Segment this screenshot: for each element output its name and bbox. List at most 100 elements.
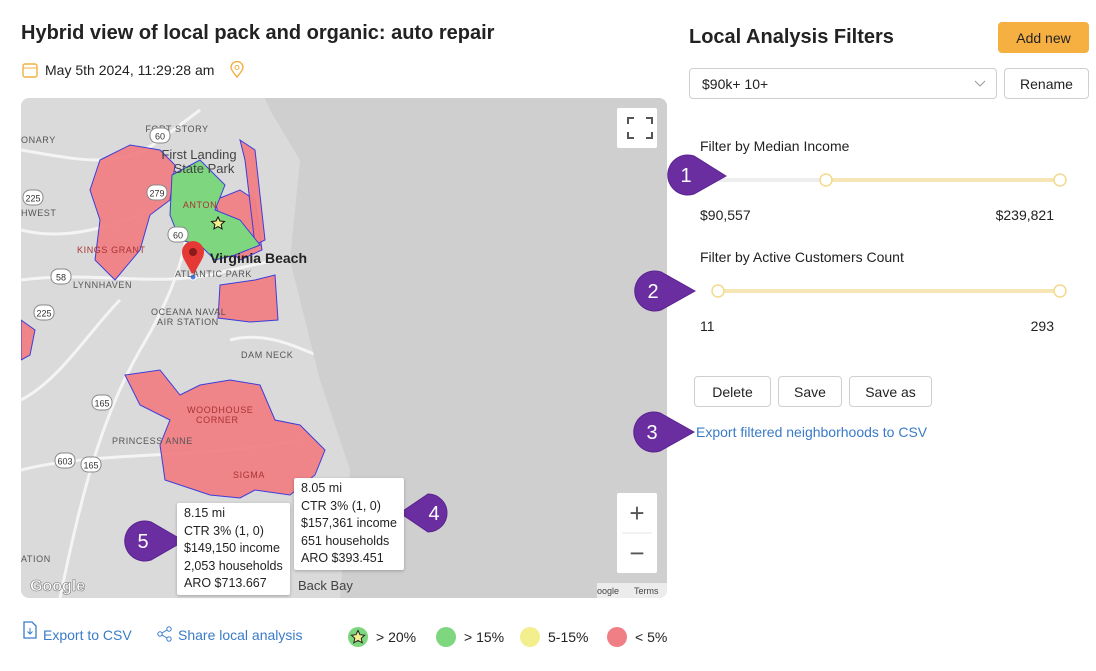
route-shield [167, 226, 189, 243]
tooltip-line: $157,361 income [301, 516, 397, 530]
legend-swatch [436, 627, 456, 647]
legend-swatch [607, 627, 627, 647]
map-label: OCEANA NAVAL [151, 307, 226, 317]
map-label: ANTON [183, 200, 217, 210]
route-shield [80, 456, 102, 473]
slider-min: $90,557 [700, 207, 751, 223]
route-shield [50, 268, 72, 285]
tooltip-line: ARO $393.451 [301, 551, 384, 565]
map-label: DAM NECK [241, 350, 293, 360]
save-button[interactable]: Save [778, 376, 842, 407]
legend-label: < 5% [635, 629, 668, 645]
export-icon [23, 621, 37, 639]
callout-number: 1 [680, 165, 691, 187]
map-label: PRINCESS ANNE [112, 436, 193, 446]
share-link[interactable]: Share local analysis [178, 627, 303, 643]
map-label: FORT STORY [145, 124, 208, 134]
tooltip-line: 2,053 households [184, 558, 283, 573]
map-label: Virginia Beach [210, 250, 307, 266]
add-new-button[interactable]: Add new [998, 22, 1089, 53]
legend-item: > 20% [347, 626, 416, 648]
tooltip-line: 651 households [301, 533, 390, 548]
timestamp: May 5th 2024, 11:29:28 am [45, 62, 215, 78]
legend-item: > 15% [435, 626, 504, 648]
tooltip-line: 8.05 mi [301, 481, 342, 495]
tooltip-line: CTR 3% (1, 0) [184, 523, 264, 538]
tooltip-line: ARO $713.667 [184, 576, 267, 590]
attribution-bar [597, 583, 667, 598]
map-label: CORNER [196, 415, 239, 425]
route-shield [33, 304, 55, 321]
calendar-icon [22, 63, 38, 78]
map-label: First Landing [161, 147, 236, 162]
route-number: 603 [57, 457, 72, 467]
map-label: SIGMA [233, 470, 265, 480]
legend-swatch [348, 627, 368, 647]
slider-min: 11 [700, 318, 715, 334]
export-csv-link[interactable]: Export to CSV [43, 627, 132, 643]
filter-select[interactable]: $90k+ 10+ [689, 68, 997, 99]
export-filtered-link[interactable]: Export filtered neighborhoods to CSV [696, 424, 928, 440]
customers-slider[interactable] [700, 281, 1070, 301]
attribution-text: oogle [597, 586, 619, 596]
legend-item: < 5% [606, 626, 667, 648]
chevron [974, 80, 986, 87]
share-icon [157, 626, 172, 642]
page-title: Hybrid view of local pack and organic: a… [21, 22, 495, 44]
pin-icon [230, 61, 244, 79]
swatch-circle [436, 627, 456, 647]
delete-button[interactable]: Delete [694, 376, 771, 407]
route-number: 225 [25, 194, 40, 204]
swatch-circle [520, 627, 540, 647]
tooltip-line: $149,150 income [184, 541, 280, 555]
rename-button[interactable]: Rename [1004, 68, 1089, 99]
route-number: 225 [36, 309, 51, 319]
route-shield [54, 452, 76, 469]
map-label: HWEST [21, 208, 57, 218]
tooltip-line: 8.15 mi [184, 506, 225, 520]
slider-max: $239,821 [995, 207, 1054, 223]
route-shield [149, 127, 171, 144]
route-number: 58 [56, 273, 66, 283]
slider-label: Filter by Active Customers Count [700, 249, 904, 265]
legend-label: > 15% [464, 629, 505, 645]
route-number: 165 [83, 461, 98, 471]
route-shield [91, 394, 113, 411]
tooltip-line: CTR 3% (1, 0) [301, 498, 381, 513]
selected-filter: $90k+ 10+ [702, 75, 769, 92]
legend-swatch [520, 627, 540, 647]
slider-label: Filter by Median Income [700, 138, 850, 154]
google-logo: Google [30, 578, 85, 595]
map-label: ONARY [21, 135, 56, 145]
map-label: KINGS GRANT [77, 245, 146, 255]
route-shield [22, 189, 44, 206]
slider-max: 293 [1030, 318, 1054, 334]
route-number: 279 [149, 189, 164, 199]
route-number: 60 [173, 231, 183, 241]
route-number: 60 [155, 132, 165, 142]
save-as-button[interactable]: Save as [849, 376, 932, 407]
legend-label: 5-15% [548, 629, 589, 645]
route-shield [146, 184, 168, 201]
legend-item: 5-15% [519, 626, 588, 648]
income-slider[interactable] [700, 170, 1070, 190]
filters-title: Local Analysis Filters [689, 26, 894, 48]
map-label: LYNNHAVEN [73, 280, 132, 290]
route-number: 165 [94, 399, 109, 409]
terms-link: Terms [634, 586, 659, 596]
zoom-out: − [629, 538, 644, 568]
swatch-circle [607, 627, 627, 647]
map-label: State Park [174, 161, 235, 176]
map-tooltip: 8.05 mi CTR 3% (1, 0) $157,361 income 651 h… [294, 478, 404, 570]
swatch-star [350, 629, 366, 644]
zoom-in: + [629, 498, 644, 528]
map-label: WOODHOUSE [187, 405, 253, 415]
map-label: Back Bay [298, 578, 353, 593]
map-label: AIR STATION [157, 317, 219, 327]
map-label: ATION [21, 554, 51, 564]
map-tooltip: 8.15 mi CTR 3% (1, 0) $149,150 income 2,053… [177, 503, 290, 595]
legend-label: > 20% [376, 629, 417, 645]
map-label: ATLANTIC PARK [175, 269, 252, 279]
